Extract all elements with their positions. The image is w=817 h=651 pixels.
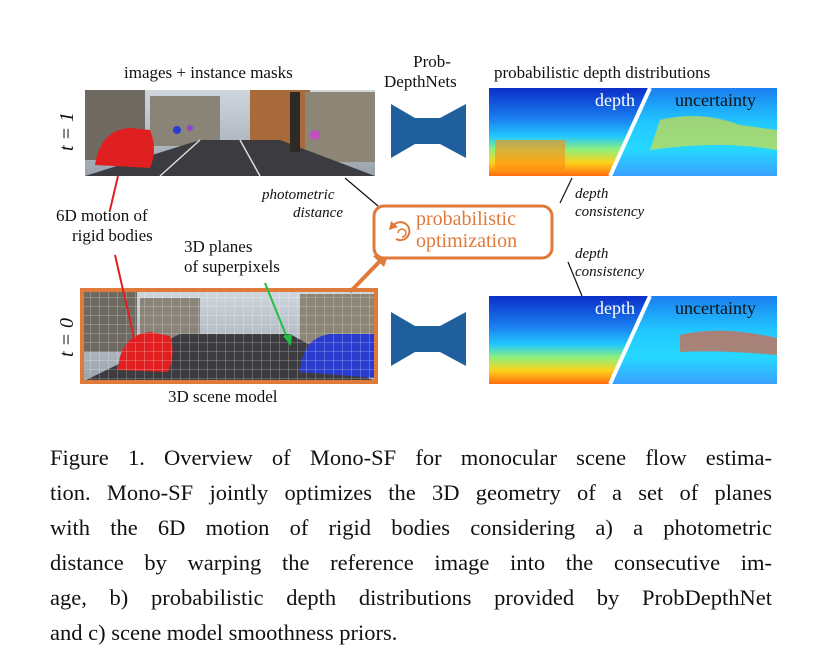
red-motion-line-bottom [114,254,136,343]
time-label-t1: t = 1 [56,111,79,152]
photometric-line [344,177,379,207]
caption-line: and c) scene model smoothness priors. [50,620,398,645]
consistency-line-bottom [567,261,583,297]
optimization-label-line2: optimization [416,230,518,252]
net-label-line2: DepthNets [384,72,457,91]
depth-map-top [489,87,777,177]
uncertainty-label-bottom: uncertainty [675,298,756,318]
photometric-label-line1: photometric [262,187,335,203]
figure-caption: Figure 1. Overview of Mono-SF for monocu… [50,440,772,650]
red-motion-line-top [109,175,119,211]
consistency-b-line1: depth [575,246,609,262]
caption-line: Figure 1. Overview of Mono-SF for monocu… [50,445,772,470]
depth-label-top: depth [595,90,635,110]
uncertainty-label-top: uncertainty [675,90,756,110]
street-image-t1 [85,90,375,177]
caption-line: distance by warping the reference image … [50,550,772,575]
images-title: images + instance masks [124,63,293,82]
green-plane-arrow [264,282,289,341]
motion-label-line2: rigid bodies [72,226,153,245]
overview-figure [80,87,777,385]
caption-line: age, b) probabilistic depth distribution… [50,585,772,610]
orange-arrow [348,256,385,294]
consistency-b-line2: consistency [575,264,645,280]
optimization-label-line1: probabilistic [416,208,516,230]
photometric-label-line2: distance [293,205,343,221]
caption-line: tion. Mono-SF jointly optimizes the 3D g… [50,480,772,505]
depth-dist-title: probabilistic depth distributions [494,63,711,82]
time-label-t0: t = 0 [56,317,79,358]
scene-model-label: 3D scene model [168,387,278,406]
depth-map-bottom [489,295,777,385]
street-image-t0 [80,288,378,384]
consistency-a-line2: consistency [575,204,645,220]
depth-label-bottom: depth [595,298,635,318]
net-label-line1: Prob- [413,52,451,71]
refresh-icon [389,221,411,242]
planes-label-line2: of superpixels [184,257,280,276]
planes-label-line1: 3D planes [184,237,253,256]
network-bottom-icon [391,312,466,366]
network-top-icon [391,104,466,158]
optimization-box [372,204,554,260]
motion-label-line1: 6D motion of [56,206,148,225]
caption-line: with the 6D motion of rigid bodies consi… [50,515,772,540]
consistency-line-top [559,177,573,204]
consistency-a-line1: depth [575,186,609,202]
